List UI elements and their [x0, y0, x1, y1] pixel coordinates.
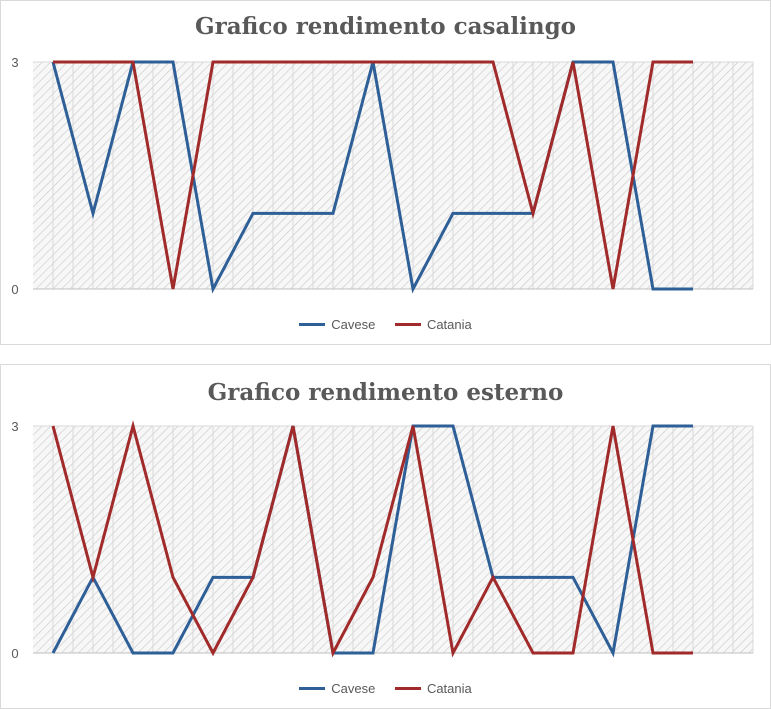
y-tick-label: 3: [11, 419, 18, 434]
legend-swatch-cavese: [299, 687, 326, 690]
legend-label: Cavese: [331, 681, 376, 696]
legend-swatch-catania: [394, 323, 421, 326]
legend-item-catania: Catania: [394, 681, 472, 696]
chart-legend: Cavese Catania: [1, 678, 770, 696]
legend-item-cavese: Cavese: [299, 317, 375, 332]
legend-label: Catania: [426, 317, 472, 332]
chart-plot: 30: [11, 419, 754, 661]
chart-plot: 30: [11, 55, 754, 297]
series-line-cavese: [51, 424, 693, 658]
legend-item-cavese: Cavese: [299, 681, 375, 696]
legend-label: Cavese: [331, 317, 376, 332]
chart-title: Grafico rendimento casalingo: [194, 13, 577, 40]
chart-title: Grafico rendimento esterno: [207, 379, 564, 406]
series-line-catania: [53, 60, 693, 290]
legend-swatch-catania: [394, 687, 421, 690]
legend-item-catania: Catania: [394, 317, 472, 332]
series-line-catania: [51, 420, 693, 658]
y-tick-label: 0: [11, 282, 18, 297]
legend-label: Catania: [426, 681, 472, 696]
y-tick-label: 3: [11, 55, 18, 70]
legend-swatch-cavese: [299, 323, 326, 326]
chart-legend: Cavese Catania: [1, 314, 770, 332]
y-tick-label: 0: [11, 646, 18, 661]
